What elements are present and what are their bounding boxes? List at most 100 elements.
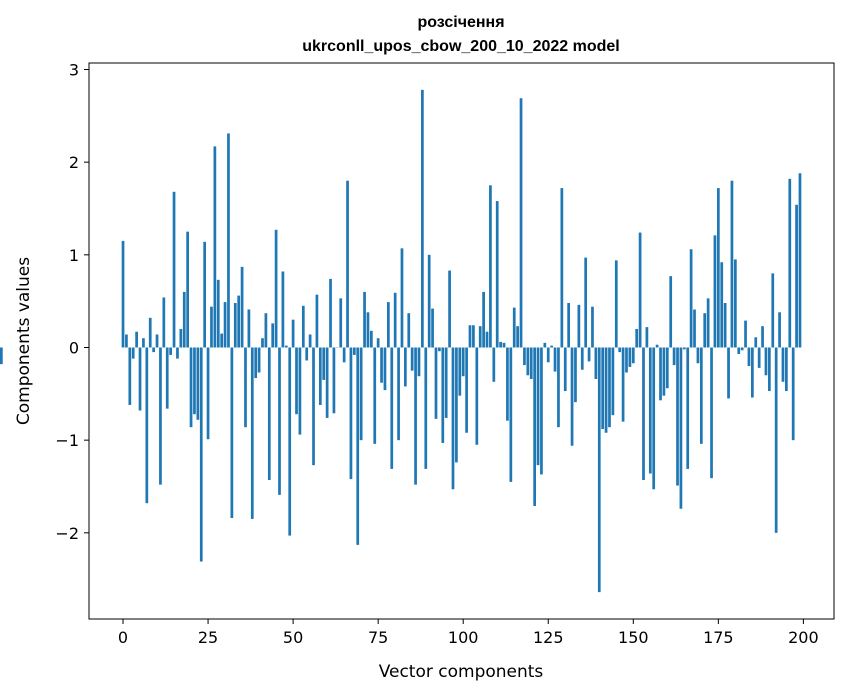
bar-component-97 [451,347,455,490]
bar-component-111 [499,341,502,348]
bar-component-131 [567,303,571,348]
bar-component-77 [383,347,387,391]
bar-component-62 [332,347,336,414]
bar-component-148 [625,347,628,373]
bar-component-124 [543,342,547,348]
bar-component-2 [128,347,132,405]
bar-component-145 [614,260,618,348]
bar-component-48 [284,345,288,348]
bar-component-128 [557,347,560,428]
bar-component-153 [642,347,645,480]
chart-title-line2: ukrconll_upos_cbow_200_10_2022 model [302,38,619,55]
bar-component-112 [502,342,506,348]
bar-component-165 [682,347,686,350]
bar-component-138 [591,306,594,348]
bar-component-0 [121,240,125,348]
bar-component-4 [135,331,138,348]
bar-component-32 [230,347,234,518]
bar-component-177 [723,303,727,348]
bar-component-159 [662,347,666,396]
bar-component-6 [142,338,145,348]
bar-component-69 [356,347,360,545]
bar-component-183 [744,320,747,348]
bar-component-116 [516,326,519,348]
bar-component-104 [475,347,479,445]
bar-component-23 [199,347,203,562]
bar-component-40 [257,347,261,373]
bar-component-49 [288,347,292,536]
bar-component-113 [506,347,509,421]
bar-component-36 [244,347,247,428]
bar-component-64 [339,298,343,348]
x-tick-label: 50 [283,628,303,647]
bar-component-83 [404,347,407,387]
bar-component-103 [472,325,475,348]
x-tick-label: 125 [533,628,564,647]
bar-component-18 [182,291,186,348]
bar-component-38 [250,347,254,519]
bar-component-174 [713,235,717,348]
bar-component-126 [550,345,554,348]
bar-component-142 [604,347,608,433]
bar-component-37 [247,309,251,348]
bar-component-65 [342,347,346,363]
bar-component-53 [301,305,305,348]
bar-component-78 [387,302,390,348]
bar-component-95 [444,347,448,418]
bar-component-55 [308,334,312,348]
bar-component-54 [305,347,309,361]
bar-component-195 [785,347,788,392]
bar-component-127 [553,347,557,372]
bar-component-42 [264,313,268,348]
bar-component-33 [233,303,237,348]
bar-component-12 [162,297,166,348]
bar-component-30 [223,302,227,348]
y-tick-label: 0 [69,338,79,357]
bar-component-110 [495,201,499,348]
bar-component-99 [458,347,462,396]
bar-component-191 [771,273,775,348]
bar-component-60 [325,347,329,418]
bar-component-151 [635,328,639,348]
bar-component-144 [611,347,615,416]
bar-component-123 [540,347,543,475]
x-tick-label: 25 [198,628,218,647]
bar-component-26 [210,306,213,348]
bar-component-143 [608,347,611,428]
bar-component-73 [369,330,373,348]
x-tick-label: 75 [368,628,388,647]
bar-component-156 [652,347,656,490]
bar-component-7 [145,347,149,504]
bar-component-150 [631,347,635,364]
bar-component-20 [189,347,193,428]
plot-frame [88,62,835,620]
bar-component-178 [727,347,730,399]
bar-component-51 [295,347,298,415]
bar-component-106 [482,291,485,348]
bars-group [0,89,802,593]
bar-component-43 [267,347,271,480]
x-tick-label: 175 [703,628,734,647]
bar-component-118 [523,347,526,366]
bar-component-121 [533,347,536,506]
bar-component-175 [716,188,720,348]
bar-component-181 [737,347,741,354]
bar-component-136 [584,257,588,348]
x-axis-ticks: 0 25 50 75 100 125 150 175 200 [118,619,819,647]
bar-component-70 [359,347,363,441]
x-tick-label: 150 [618,628,649,647]
bar-component-9 [152,347,155,353]
bar-component-107 [485,331,489,348]
bar-component-188 [761,326,764,348]
bar-component-46 [278,347,281,495]
bar-component-35 [240,266,244,348]
bar-component-166 [686,347,690,469]
bar-component-171 [703,313,707,348]
bar-component-10 [155,334,159,348]
bar-component-189 [764,347,768,376]
bar-component-96 [448,270,451,348]
bar-component-190 [768,347,771,392]
bar-component-92 [434,347,438,419]
bar-component-152 [638,232,642,348]
